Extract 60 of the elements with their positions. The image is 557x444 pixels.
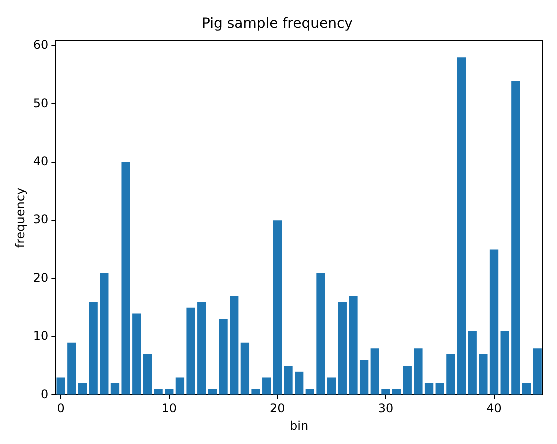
- bar: [132, 314, 142, 395]
- y-tick-label: 30: [33, 212, 49, 227]
- bar: [143, 354, 152, 395]
- bar: [240, 342, 250, 395]
- x-axis-title: bin: [290, 418, 309, 433]
- y-tick-label: 10: [33, 329, 49, 344]
- bar: [273, 220, 282, 395]
- bar: [154, 389, 163, 395]
- bar: [457, 58, 466, 395]
- bar: [230, 296, 239, 395]
- bar: [349, 296, 358, 395]
- bar: [89, 302, 98, 395]
- bar: [468, 331, 477, 395]
- bar: [424, 384, 434, 395]
- bar: [403, 366, 412, 395]
- bar: [165, 389, 174, 395]
- bar: [252, 389, 260, 395]
- bar: [382, 389, 390, 395]
- bar: [295, 372, 304, 395]
- bar: [436, 384, 444, 395]
- bar: [306, 389, 314, 395]
- bar: [446, 354, 456, 395]
- x-tick-label: 0: [57, 402, 65, 416]
- bar: [56, 378, 66, 395]
- y-tick-label: 60: [33, 38, 49, 52]
- bar: [338, 302, 347, 395]
- bar: [78, 384, 88, 395]
- y-tick-label: 0: [41, 387, 49, 402]
- y-tick-label: 40: [33, 154, 49, 169]
- bar: [522, 384, 532, 395]
- bar: [186, 308, 196, 395]
- bar: [414, 348, 423, 395]
- bar: [176, 378, 185, 395]
- bar: [100, 272, 109, 395]
- y-axis-title: frequency: [13, 188, 28, 248]
- bar: [533, 348, 542, 395]
- y-tick-label: 50: [33, 96, 49, 110]
- x-tick-label: 30: [378, 402, 394, 416]
- bar: [110, 384, 120, 395]
- bar: [122, 162, 130, 395]
- bar: [512, 80, 520, 395]
- x-tick-label: 20: [270, 402, 286, 416]
- bar: [490, 250, 499, 395]
- chart-title: Pig sample frequency: [202, 16, 353, 32]
- bar: [327, 378, 336, 395]
- bar: [68, 342, 76, 395]
- bar: [198, 302, 206, 395]
- bar: [262, 378, 272, 395]
- x-tick-label: 10: [162, 402, 178, 416]
- bar: [219, 320, 228, 395]
- bar: [479, 354, 488, 395]
- x-tick-label: 40: [486, 402, 502, 416]
- bar: [392, 389, 402, 395]
- bar: [208, 389, 218, 395]
- bar: [316, 272, 326, 395]
- bar: [360, 360, 369, 395]
- bar: [370, 348, 380, 395]
- bar: [284, 366, 293, 395]
- bar: [500, 331, 510, 395]
- y-tick-label: 20: [33, 270, 49, 285]
